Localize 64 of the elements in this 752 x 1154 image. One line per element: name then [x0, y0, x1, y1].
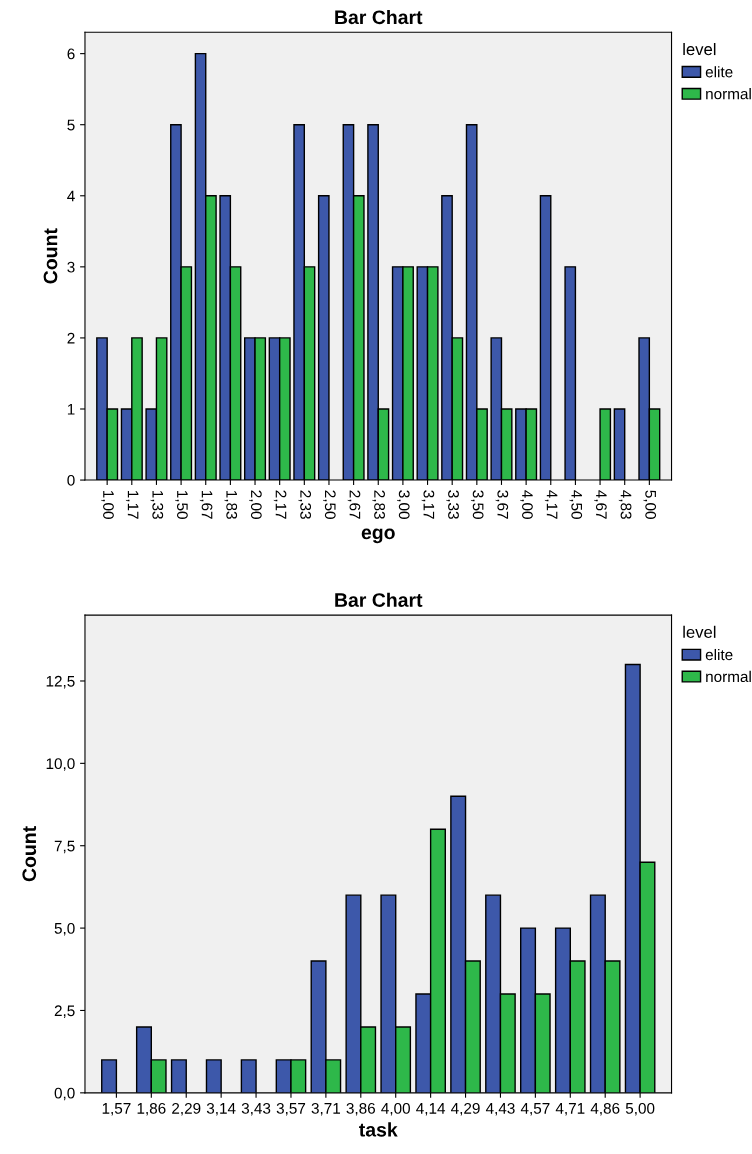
legend-title: level — [683, 43, 716, 56]
x-tick-label: 3,00 — [397, 490, 410, 519]
chart-title: Bar Chart — [335, 592, 423, 607]
x-tick-label: 2,33 — [298, 490, 312, 519]
x-axis-title: ego — [361, 528, 395, 544]
y-tick-label: 4 — [67, 190, 75, 202]
x-tick-label: 3,57 — [276, 1102, 306, 1116]
y-tick-label: 5 — [67, 119, 75, 131]
x-tick-label: 4,00 — [520, 490, 533, 519]
x-tick-label: 4,29 — [451, 1102, 480, 1116]
x-tick-label: 1,17 — [125, 490, 139, 519]
x-tick-label: 4,50 — [569, 490, 583, 519]
x-tick-label: 2,83 — [372, 490, 385, 519]
legend-title: level — [683, 625, 716, 639]
x-tick-label: 4,86 — [590, 1102, 620, 1116]
x-tick-label: 3,33 — [446, 490, 459, 519]
x-tick-label: 4,17 — [544, 490, 558, 519]
x-tick-label: 3,67 — [495, 490, 509, 519]
x-tick-label: 3,71 — [311, 1102, 341, 1116]
y-tick-label: 3 — [67, 261, 75, 273]
legend-label: elite — [705, 66, 733, 78]
x-tick-label: 4,71 — [555, 1103, 585, 1116]
y-tick-label: 10,0 — [46, 758, 75, 771]
x-tick-label: 3,43 — [241, 1102, 271, 1116]
y-tick-label: 6 — [67, 48, 75, 60]
y-tick-label: 2 — [67, 332, 75, 344]
x-tick-label: 2,00 — [249, 490, 262, 519]
x-tick-label: 2,50 — [323, 490, 336, 519]
x-tick-label: 3,86 — [346, 1102, 375, 1116]
x-tick-label: 3,50 — [470, 490, 484, 519]
y-tick-label: 5,0 — [54, 922, 75, 936]
x-tick-label: 3,14 — [206, 1102, 236, 1116]
y-tick-label: 0 — [67, 474, 75, 486]
y-tick-label: 12,5 — [46, 675, 75, 689]
legend-label: normal — [706, 88, 751, 100]
x-tick-label: 1,67 — [199, 490, 213, 519]
x-tick-label: 2,17 — [273, 490, 287, 519]
y-axis-title: Count — [22, 826, 37, 882]
x-tick-label: 1,83 — [224, 490, 238, 519]
x-tick-label: 1,86 — [137, 1102, 166, 1116]
x-tick-label: 5,00 — [625, 1102, 655, 1116]
x-tick-label: 3,17 — [421, 490, 435, 519]
x-tick-label: 4,00 — [381, 1102, 410, 1116]
chart-title: Bar Chart — [335, 9, 423, 25]
x-tick-label: 4,83 — [618, 490, 632, 519]
x-tick-label: 5,00 — [643, 490, 657, 519]
x-tick-label: 1,57 — [102, 1103, 131, 1116]
legend-label: normal — [706, 670, 751, 683]
x-tick-label: 2,29 — [172, 1102, 201, 1116]
x-tick-label: 4,57 — [520, 1103, 550, 1116]
x-tick-label: 1,33 — [150, 490, 164, 519]
y-axis-title: Count — [43, 228, 58, 284]
y-tick-label: 0,0 — [54, 1087, 75, 1101]
x-tick-label: 1,50 — [175, 490, 188, 519]
y-tick-label: 1 — [67, 404, 75, 415]
x-tick-label: 4,14 — [416, 1103, 446, 1116]
x-axis-title: task — [359, 1122, 398, 1137]
y-tick-label: 2,5 — [54, 1005, 75, 1018]
x-tick-label: 1,00 — [101, 490, 114, 519]
x-tick-label: 4,43 — [485, 1102, 515, 1116]
legend-label: elite — [705, 648, 733, 661]
x-tick-label: 4,67 — [594, 490, 607, 519]
x-tick-label: 2,67 — [347, 490, 361, 519]
y-tick-label: 7,5 — [54, 840, 75, 854]
